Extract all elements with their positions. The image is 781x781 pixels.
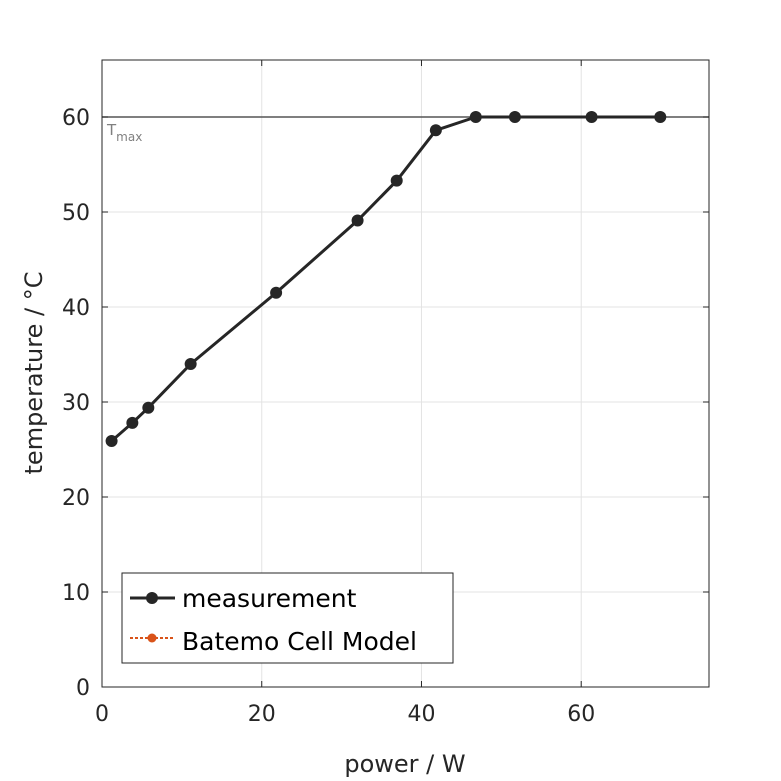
series-layer bbox=[105, 111, 667, 447]
legend-label-batemo: Batemo Cell Model bbox=[182, 627, 417, 656]
y-tick-label: 30 bbox=[62, 391, 90, 416]
data-point bbox=[585, 111, 598, 123]
tmax-label-main: T bbox=[106, 121, 117, 139]
data-point bbox=[508, 111, 521, 123]
data-point bbox=[429, 124, 442, 137]
y-tick-label: 50 bbox=[62, 201, 90, 226]
x-tick-label: 40 bbox=[407, 702, 435, 727]
data-point bbox=[654, 111, 667, 123]
data-point bbox=[351, 214, 364, 227]
tmax-label-sub: max bbox=[116, 130, 142, 144]
data-point bbox=[126, 416, 139, 429]
x-tick-label: 60 bbox=[567, 702, 595, 727]
data-point bbox=[184, 358, 197, 370]
x-tick-label: 20 bbox=[248, 702, 276, 727]
data-point bbox=[390, 174, 403, 187]
x-axis-label: power / W bbox=[344, 750, 465, 778]
ticks: 0 20 40 60 0 10 20 30 40 50 60 bbox=[62, 60, 709, 727]
legend: measurement Batemo Cell Model bbox=[121, 572, 454, 664]
data-point bbox=[270, 286, 283, 299]
plot-frame bbox=[101, 59, 710, 688]
legend-box bbox=[121, 572, 454, 664]
y-axis-label: temperature / °C bbox=[20, 272, 48, 475]
y-tick-label: 40 bbox=[62, 296, 90, 321]
legend-marker-measurement bbox=[146, 592, 158, 604]
y-tick-label: 20 bbox=[62, 486, 90, 511]
legend-label-measurement: measurement bbox=[182, 584, 357, 613]
data-point bbox=[469, 111, 482, 123]
data-point bbox=[142, 401, 155, 414]
y-tick-label: 10 bbox=[62, 581, 90, 606]
y-tick-label: 60 bbox=[62, 106, 90, 131]
data-point bbox=[105, 434, 118, 447]
legend-marker-batemo bbox=[147, 633, 157, 643]
tmax-label: Tmax bbox=[106, 121, 142, 144]
x-tick-label: 0 bbox=[95, 702, 109, 727]
y-tick-label: 0 bbox=[76, 676, 90, 701]
